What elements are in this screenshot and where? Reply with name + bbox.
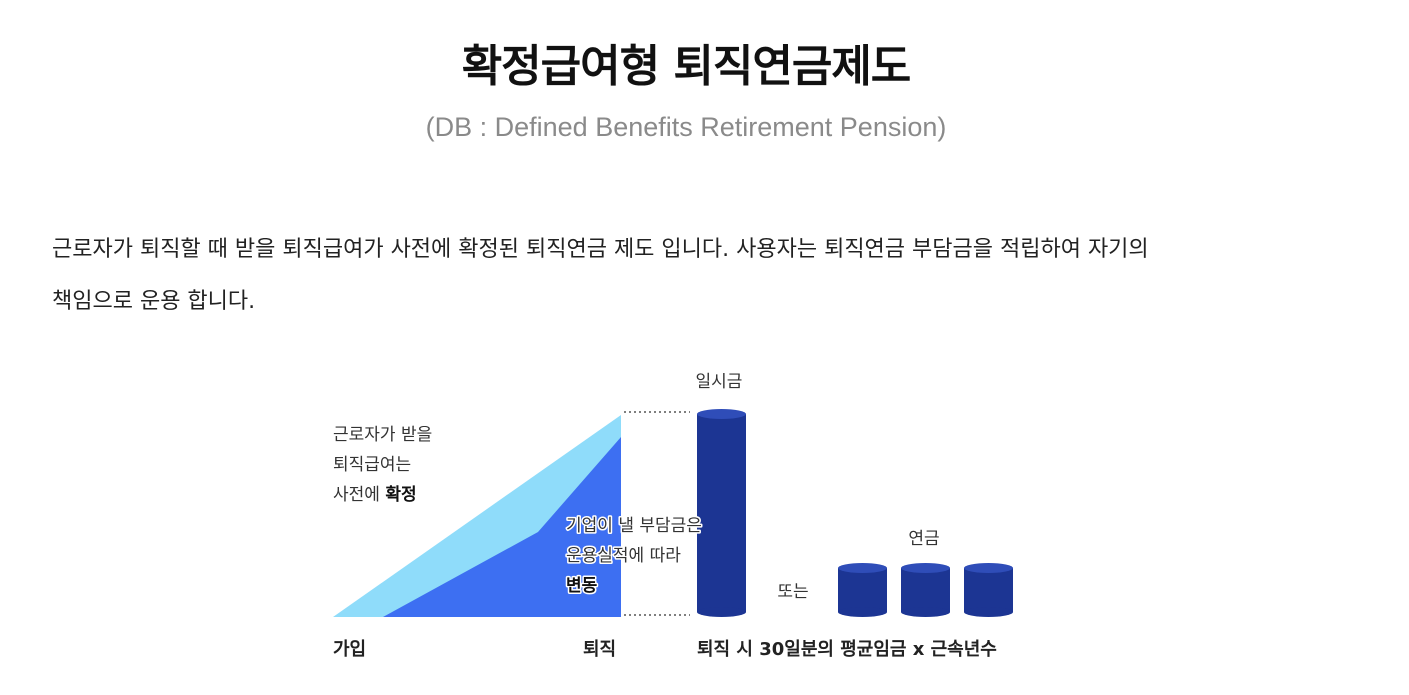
- axis-label-formula: 퇴직 시 30일분의 평균임금 x 근속년수: [697, 639, 997, 660]
- employer-contribution-area: [383, 437, 621, 617]
- label-left-line-3-prefix: 사전에: [333, 485, 385, 505]
- label-left-line-3: 사전에 확정: [333, 485, 417, 505]
- label-mid-line-3: 변동: [566, 576, 598, 596]
- db-pension-diagram: 근로자가 받을 퇴직급여는 사전에 확정 기업이 낼 부담금은 운용실적에 따라…: [333, 372, 1013, 660]
- annuity-cylinder: [901, 563, 950, 617]
- label-mid-line-2: 운용실적에 따라: [566, 546, 681, 566]
- label-left-line-1: 근로자가 받을: [333, 425, 432, 445]
- label-lump-sum: 일시금: [696, 372, 743, 392]
- annuity-cylinder: [964, 563, 1013, 617]
- label-middle: 기업이 낼 부담금은 운용실적에 따라 변동: [565, 515, 704, 598]
- label-mid-line-1: 기업이 낼 부담금은: [566, 516, 702, 536]
- label-annuity: 연금: [908, 529, 939, 549]
- description: 근로자가 퇴직할 때 받을 퇴직급여가 사전에 확정된 퇴직연금 제도 입니다.…: [52, 224, 1352, 328]
- axis-label-retire: 퇴직: [583, 639, 616, 660]
- label-or: 또는: [777, 582, 808, 602]
- annuity-cylinder: [838, 563, 887, 617]
- page-subtitle: (DB : Defined Benefits Retirement Pensio…: [425, 112, 947, 142]
- label-left-line-2: 퇴직급여는: [333, 455, 411, 475]
- page-title: 확정급여형 퇴직연금제도: [461, 41, 912, 92]
- description-line-1: 근로자가 퇴직할 때 받을 퇴직급여가 사전에 확정된 퇴직연금 제도 입니다.…: [52, 237, 1149, 262]
- axis-label-join: 가입: [333, 638, 366, 660]
- lump-sum-cylinder: [697, 409, 746, 617]
- description-line-2: 책임으로 운용 합니다.: [52, 289, 256, 314]
- label-left-line-3-bold: 확정: [385, 485, 416, 505]
